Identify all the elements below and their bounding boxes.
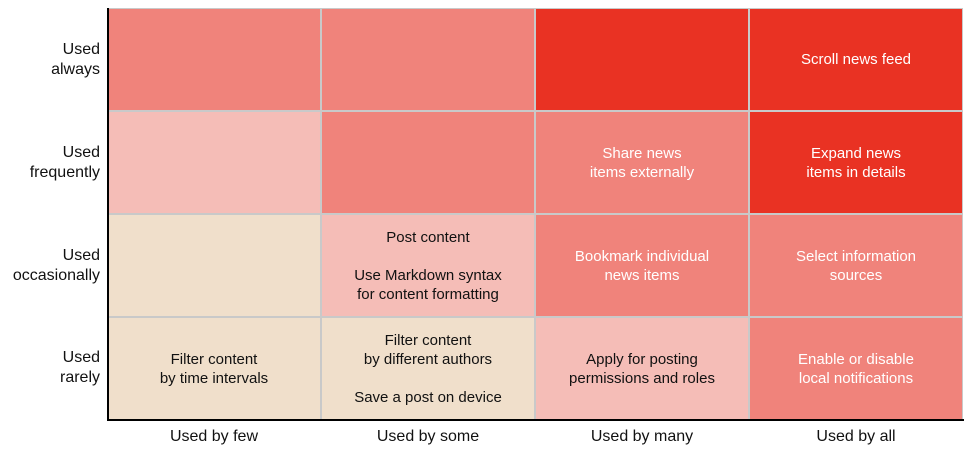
row-label-frequently: Used frequently bbox=[29, 144, 100, 181]
cell-always-many bbox=[535, 8, 749, 111]
cell-rarely-some: Filter content by different authors Save… bbox=[321, 317, 535, 420]
cell-always-some bbox=[321, 8, 535, 111]
cell-occasionally-few bbox=[107, 214, 321, 317]
row-label-always: Used always bbox=[51, 41, 100, 78]
cell-always-all: Scroll news feed bbox=[749, 8, 963, 111]
cell-rarely-all: Enable or disable local notifications bbox=[749, 317, 963, 420]
cell-always-few bbox=[107, 8, 321, 111]
col-label-all: Used by all bbox=[816, 428, 896, 445]
row-label-rarely: Used rarely bbox=[59, 349, 100, 386]
x-axis-line bbox=[107, 419, 964, 421]
matrix-grid: Scroll news feed Share news items extern… bbox=[107, 8, 963, 420]
y-axis-line bbox=[107, 8, 109, 421]
col-label-some: Used by some bbox=[376, 428, 480, 445]
col-label-many: Used by many bbox=[590, 428, 694, 445]
col-label-few: Used by few bbox=[169, 428, 259, 445]
row-label-occasionally: Used occasionally bbox=[12, 247, 100, 284]
cell-occasionally-some: Post content Use Markdown syntax for con… bbox=[321, 214, 535, 317]
cell-frequently-all: Expand news items in details bbox=[749, 111, 963, 214]
cell-rarely-many: Apply for posting permissions and roles bbox=[535, 317, 749, 420]
cell-frequently-few bbox=[107, 111, 321, 214]
cell-frequently-some bbox=[321, 111, 535, 214]
cell-occasionally-many: Bookmark individual news items bbox=[535, 214, 749, 317]
cell-frequently-many: Share news items externally bbox=[535, 111, 749, 214]
cell-occasionally-all: Select information sources bbox=[749, 214, 963, 317]
cell-rarely-few: Filter content by time intervals bbox=[107, 317, 321, 420]
